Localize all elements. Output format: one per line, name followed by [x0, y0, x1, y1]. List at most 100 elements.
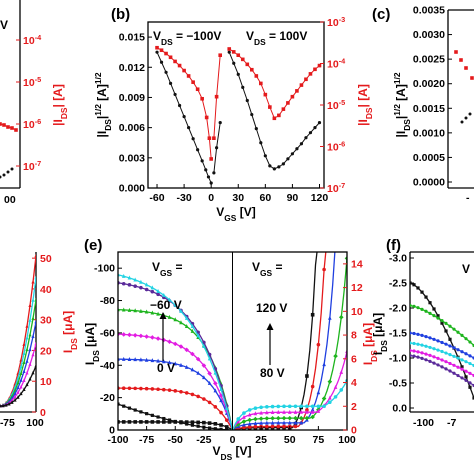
data-point [452, 327, 456, 331]
data-point [202, 420, 206, 425]
data-point [456, 365, 460, 369]
data-point [281, 415, 287, 421]
y2-axis-label: |IDS| [A] [356, 84, 374, 126]
data-point [179, 389, 183, 394]
x-axis-label: VGS [V] [216, 205, 255, 223]
data-point [156, 387, 160, 392]
data-point [339, 238, 343, 242]
data-point [327, 379, 333, 384]
data-point [219, 423, 223, 427]
data-point [333, 384, 338, 389]
data-point [31, 352, 35, 357]
data-point [173, 361, 178, 366]
plot-area-d [0, 253, 36, 408]
data-point [432, 337, 436, 341]
y-tick-label: 0.0015 [413, 103, 445, 115]
data-point [213, 381, 218, 386]
data-point [173, 317, 178, 322]
y-tick-label: 0.012 [119, 62, 145, 74]
data-point [247, 408, 252, 412]
y-tick-label: 0.003 [119, 152, 145, 164]
data-point [155, 336, 161, 341]
data-point [162, 416, 166, 421]
data-point [295, 89, 299, 93]
data-point [440, 321, 444, 325]
data-point [191, 137, 195, 141]
annotation-v: V [462, 262, 470, 276]
data-point [127, 307, 132, 312]
data-point [428, 345, 432, 350]
data-point [304, 415, 310, 421]
panel-label-f: (f) [386, 237, 401, 254]
data-point [190, 367, 195, 372]
data-point [179, 320, 183, 325]
data-point [456, 356, 460, 360]
y-axis-label: |IDS|1/2 [A]1/2 [392, 72, 412, 137]
x-tick-label: 30 [232, 192, 244, 204]
data-point [317, 121, 322, 125]
y2-axis-label: IDS [μA] [61, 311, 79, 353]
data-point [212, 136, 216, 140]
data-point [428, 301, 432, 305]
data-point [277, 113, 281, 118]
data-point [460, 120, 464, 124]
data-point [410, 341, 412, 345]
data-point [167, 360, 172, 365]
data-point [133, 277, 137, 282]
y2-tick-label: 10-7 [23, 159, 41, 174]
data-point [412, 349, 416, 353]
data-point [265, 405, 269, 409]
data-point [179, 421, 183, 425]
series-line-cyan [410, 342, 474, 367]
data-point [272, 167, 276, 171]
data-point [308, 131, 313, 135]
data-point [227, 50, 231, 54]
data-point [316, 408, 321, 413]
data-point [219, 410, 223, 415]
data-point [428, 336, 432, 340]
data-point [0, 403, 2, 408]
annotation-80v: 80 V [260, 366, 285, 380]
data-point [328, 315, 332, 320]
data-point [440, 349, 444, 354]
data-point [184, 315, 189, 320]
data-point [310, 404, 315, 409]
y-tick-label: -80 [100, 295, 115, 307]
y2-tick-label: 10 [40, 376, 52, 388]
data-point [196, 420, 200, 425]
data-point [213, 405, 218, 409]
series-line-green [410, 304, 474, 346]
data-point [231, 50, 236, 54]
data-point [25, 359, 29, 363]
data-point [444, 367, 448, 371]
data-point [162, 387, 166, 392]
data-point [127, 332, 132, 338]
data-point [167, 388, 172, 392]
data-point [245, 62, 250, 67]
data-point [416, 306, 420, 310]
data-point [145, 412, 149, 416]
data-point [436, 363, 440, 367]
data-point [416, 342, 420, 346]
data-point [268, 105, 272, 109]
data-point [190, 328, 195, 333]
x-tick-label: -30 [177, 192, 192, 204]
y-tick-label: 0 [109, 425, 115, 437]
data-point [213, 388, 218, 393]
data-point [191, 80, 195, 84]
data-point [150, 335, 155, 340]
data-point [424, 352, 428, 356]
y2-tick-label: 10 [351, 306, 363, 318]
data-point [6, 170, 10, 174]
data-point [7, 401, 11, 406]
data-point [282, 404, 286, 409]
data-point [214, 146, 219, 150]
data-point [247, 421, 252, 426]
data-point [179, 362, 183, 367]
y2-tick-label: 0 [351, 425, 357, 437]
data-point [196, 394, 200, 399]
data-point [31, 370, 35, 375]
data-point [173, 419, 177, 424]
data-point [310, 407, 315, 412]
y-tick-label: -20 [100, 392, 115, 404]
